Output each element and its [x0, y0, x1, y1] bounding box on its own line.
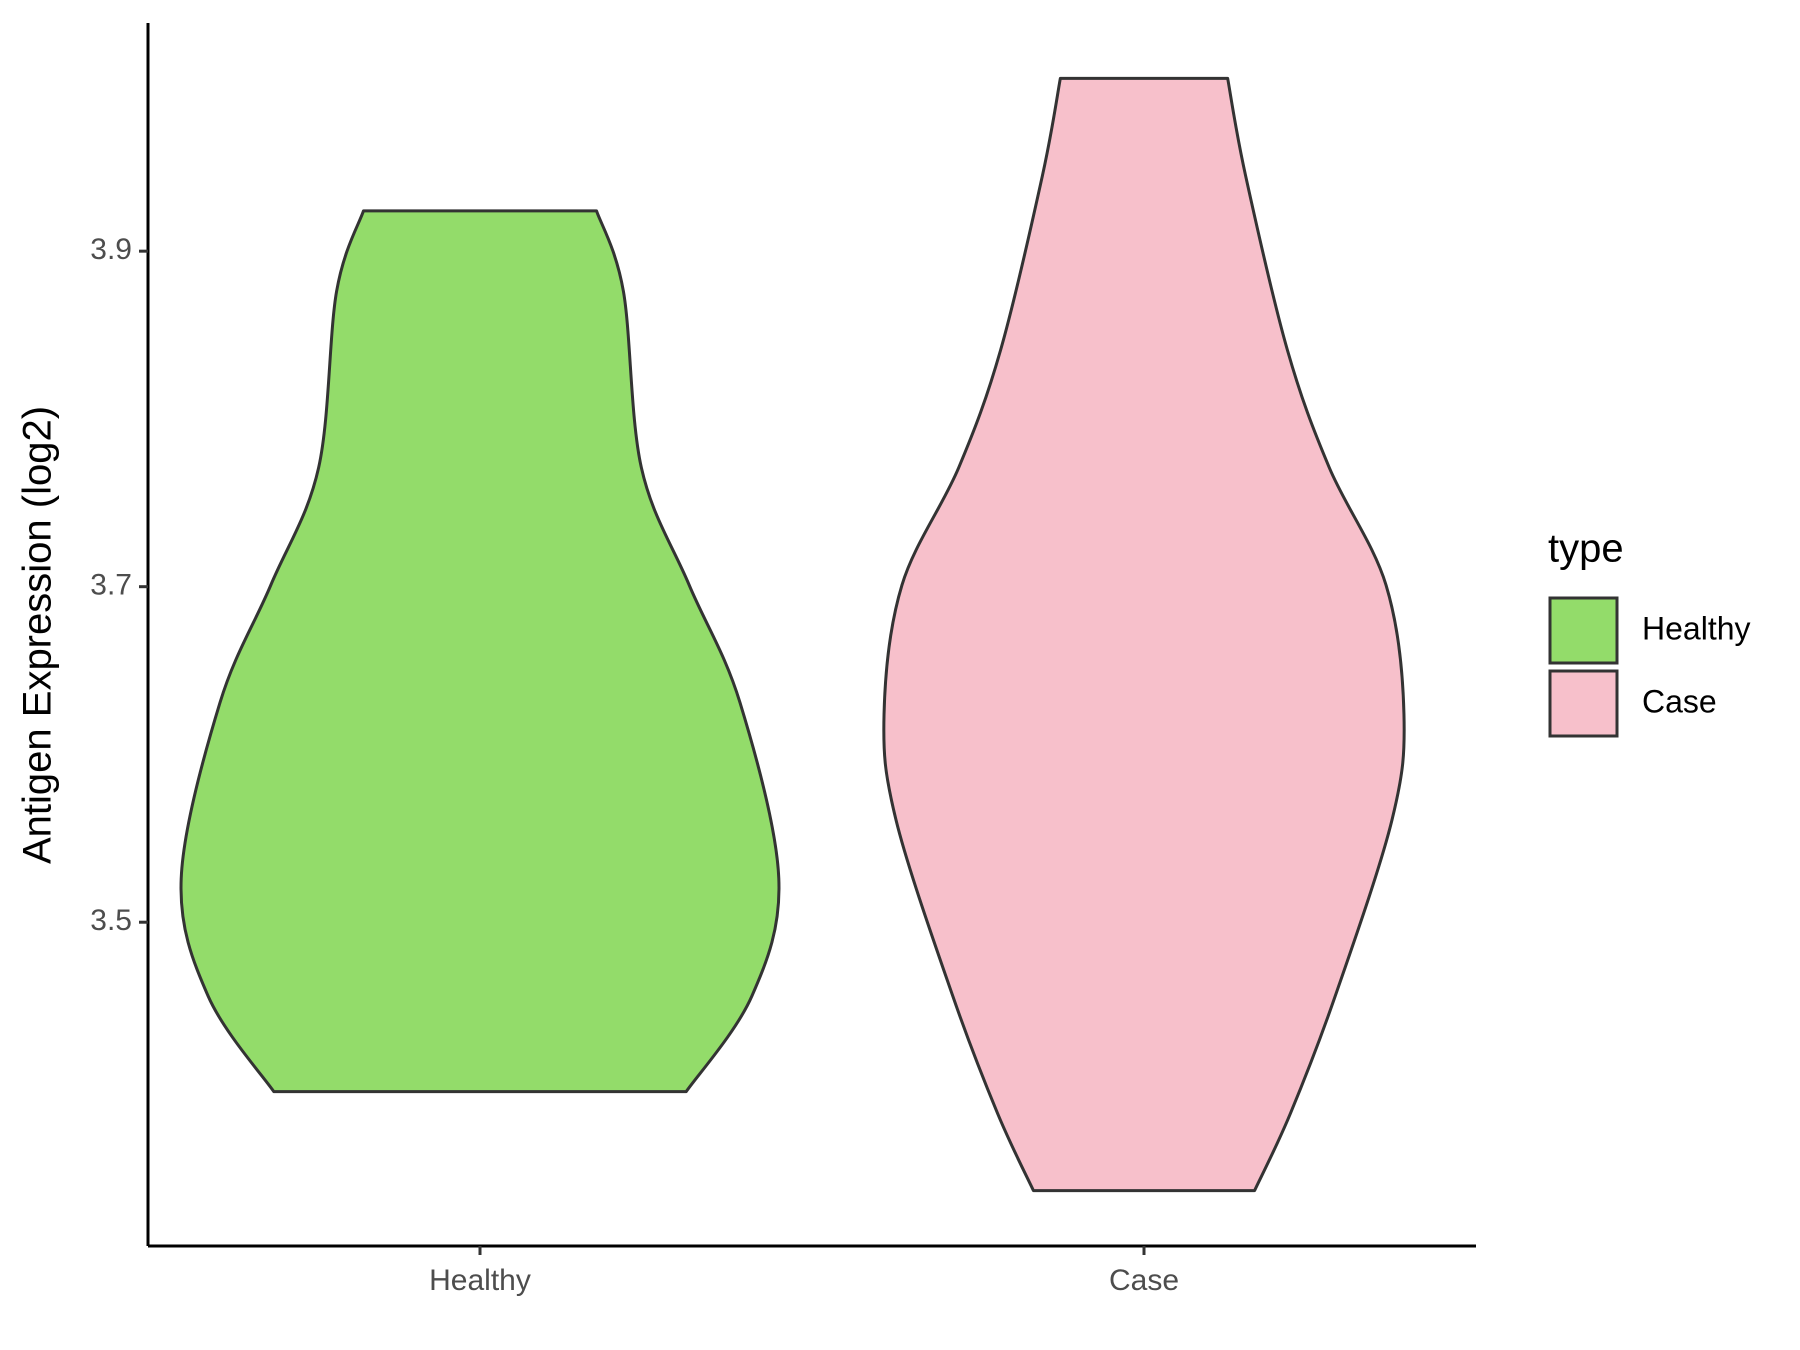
- y-tick-label: 3.9: [90, 233, 132, 266]
- legend-title: type: [1548, 527, 1624, 571]
- legend-key: [1548, 669, 1619, 738]
- violin: [882, 76, 1406, 1193]
- legend-label: Healthy: [1642, 610, 1751, 646]
- x-tick-label: Healthy: [429, 1264, 531, 1297]
- legend-key: [1548, 596, 1619, 665]
- x-tick-label: Case: [1109, 1264, 1179, 1297]
- legend-label: Case: [1642, 683, 1717, 719]
- y-tick-label: 3.7: [90, 569, 132, 602]
- y-tick-label: 3.5: [90, 904, 132, 937]
- y-axis-title: Antigen Expression (log2): [16, 406, 60, 864]
- violin: [179, 209, 781, 1094]
